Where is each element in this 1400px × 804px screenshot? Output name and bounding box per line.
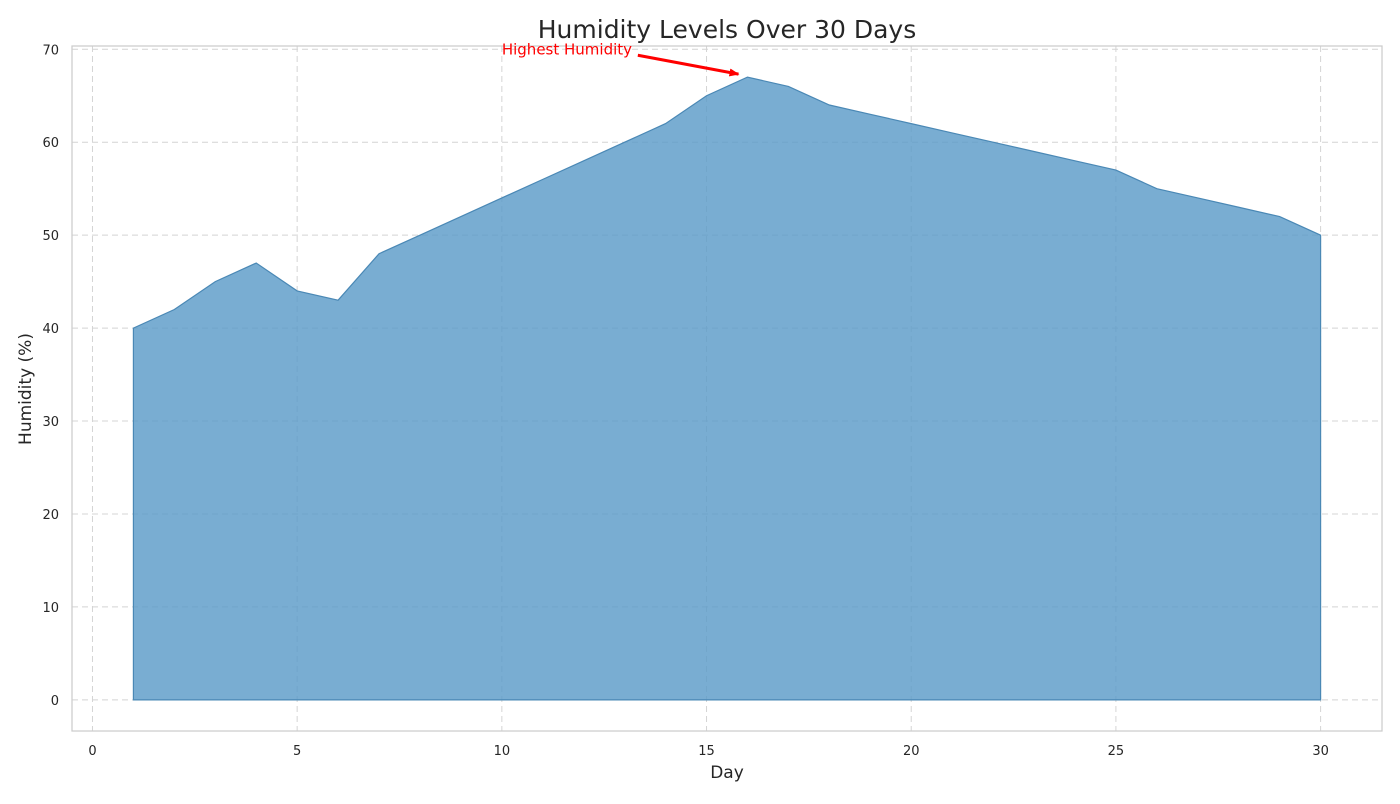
data-point-day-18 <box>827 103 831 107</box>
data-point-day-13 <box>623 140 627 144</box>
y-axis-label: Humidity (%) <box>16 333 36 445</box>
data-point-day-5 <box>295 289 299 293</box>
data-point-day-11 <box>541 177 545 181</box>
data-point-day-10 <box>500 196 504 200</box>
y-tick-label: 50 <box>42 229 59 244</box>
data-point-day-26 <box>1155 187 1159 191</box>
data-point-day-7 <box>377 252 381 256</box>
x-tick-label: 25 <box>1108 744 1125 759</box>
data-point-day-12 <box>582 159 586 163</box>
y-tick-label: 60 <box>42 136 59 151</box>
data-point-day-27 <box>1196 196 1200 200</box>
data-point-day-8 <box>418 233 422 237</box>
x-tick-label: 0 <box>88 744 96 759</box>
y-tick-label: 30 <box>42 415 59 430</box>
x-tick-label: 5 <box>293 744 301 759</box>
data-point-day-3 <box>213 280 217 284</box>
data-point-day-17 <box>786 84 790 88</box>
x-tick-label: 15 <box>698 744 715 759</box>
data-point-day-28 <box>1237 205 1241 209</box>
y-tick-label: 40 <box>42 322 59 337</box>
data-point-day-9 <box>459 215 463 219</box>
data-point-day-29 <box>1278 215 1282 219</box>
y-tick-label: 0 <box>51 694 59 709</box>
data-point-day-14 <box>664 122 668 126</box>
annotation-label: Highest Humidity <box>502 40 632 58</box>
plot-frame <box>71 45 1383 732</box>
y-axis-ticks: 0 10 20 30 40 50 60 70 <box>42 43 59 709</box>
chart-title: Humidity Levels Over 30 Days <box>538 15 917 44</box>
humidity-area <box>132 76 1322 701</box>
x-tick-label: 10 <box>494 744 511 759</box>
data-point-day-23 <box>1032 149 1036 153</box>
annotation-arrow <box>637 53 740 77</box>
y-tick-label: 20 <box>42 508 59 523</box>
data-point-day-2 <box>172 307 176 311</box>
data-point-day-24 <box>1073 159 1077 163</box>
x-tick-label: 20 <box>903 744 920 759</box>
annotation: Highest Humidity <box>502 40 740 77</box>
x-tick-label: 30 <box>1312 744 1329 759</box>
data-point-day-15 <box>705 94 709 98</box>
x-axis-ticks: 0 5 10 15 20 25 30 <box>88 744 1329 759</box>
data-point-day-25 <box>1114 168 1118 172</box>
data-point-day-1 <box>131 326 135 330</box>
data-point-day-22 <box>991 140 995 144</box>
data-point-day-4 <box>254 261 258 265</box>
y-tick-label: 10 <box>42 601 59 616</box>
data-point-day-16 <box>745 75 749 79</box>
data-point-day-30 <box>1319 233 1323 237</box>
data-point-day-20 <box>909 122 913 126</box>
data-point-day-19 <box>868 112 872 116</box>
y-tick-label: 70 <box>42 43 59 58</box>
data-point-day-21 <box>950 131 954 135</box>
data-point-day-6 <box>336 298 340 302</box>
data-area-layer <box>131 75 1323 701</box>
x-axis-label: Day <box>710 763 744 783</box>
